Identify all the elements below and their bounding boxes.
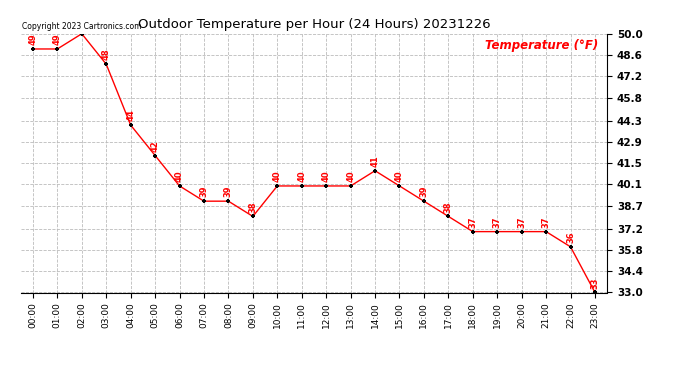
Point [174, 183, 185, 189]
Point [223, 198, 234, 204]
Text: Temperature (°F): Temperature (°F) [485, 39, 598, 52]
Text: 36: 36 [566, 231, 575, 243]
Text: 49: 49 [28, 33, 37, 45]
Text: 39: 39 [420, 186, 428, 197]
Text: 38: 38 [248, 201, 257, 213]
Text: 48: 48 [101, 49, 110, 60]
Point [345, 183, 356, 189]
Point [125, 122, 136, 128]
Text: 40: 40 [273, 171, 282, 182]
Text: 37: 37 [518, 216, 526, 228]
Text: 44: 44 [126, 110, 135, 121]
Point [321, 183, 332, 189]
Text: 41: 41 [371, 155, 380, 167]
Text: 40: 40 [175, 171, 184, 182]
Text: 50: 50 [77, 18, 86, 30]
Point [394, 183, 405, 189]
Point [150, 153, 161, 159]
Text: 37: 37 [469, 216, 477, 228]
Text: 40: 40 [322, 171, 331, 182]
Text: 39: 39 [224, 186, 233, 197]
Text: 39: 39 [199, 186, 208, 197]
Point [28, 46, 39, 52]
Point [540, 229, 551, 235]
Text: 40: 40 [395, 171, 404, 182]
Point [467, 229, 478, 235]
Point [370, 168, 381, 174]
Title: Outdoor Temperature per Hour (24 Hours) 20231226: Outdoor Temperature per Hour (24 Hours) … [137, 18, 491, 31]
Point [492, 229, 503, 235]
Point [565, 244, 576, 250]
Text: 42: 42 [150, 140, 159, 152]
Text: 37: 37 [542, 216, 551, 228]
Text: 38: 38 [444, 201, 453, 213]
Point [52, 46, 63, 52]
Point [443, 213, 454, 219]
Point [418, 198, 429, 204]
Text: 37: 37 [493, 216, 502, 228]
Text: Copyright 2023 Cartronics.com: Copyright 2023 Cartronics.com [22, 22, 141, 31]
Text: 40: 40 [297, 171, 306, 182]
Point [272, 183, 283, 189]
Point [296, 183, 307, 189]
Text: 40: 40 [346, 171, 355, 182]
Point [589, 290, 600, 296]
Point [77, 31, 88, 37]
Point [101, 61, 112, 67]
Point [199, 198, 210, 204]
Text: 33: 33 [591, 277, 600, 289]
Point [516, 229, 527, 235]
Point [247, 213, 258, 219]
Text: 49: 49 [53, 33, 62, 45]
